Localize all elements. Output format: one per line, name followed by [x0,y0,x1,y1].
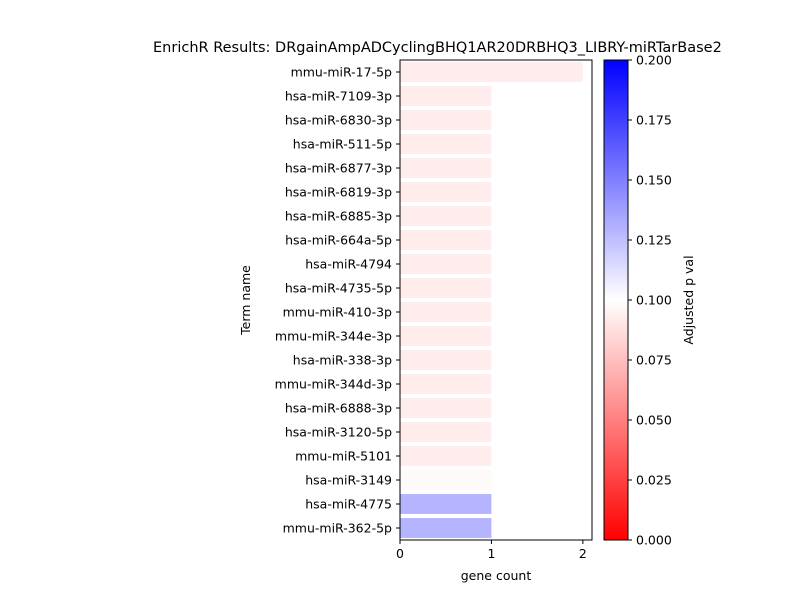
colorbar-ticks: 0.000 0.025 0.050 0.075 0.100 0.125 0.150 0.175… [628,53,672,548]
y-tick-label: hsa-miR-6819-3p [285,185,392,200]
bar-mmu-miR-344e-3p [400,326,492,346]
bar-mmu-miR-344d-3p [400,374,492,394]
bar-hsa-miR-6819-3p [400,182,492,202]
colorbar-tick-label: 0.200 [636,53,672,68]
y-tick-label: hsa-miR-6830-3p [285,113,392,128]
x-axis: 0 1 2 [396,540,587,561]
colorbar-tick-label: 0.175 [636,113,672,128]
plot-frame [399,59,593,541]
colorbar-label: Adjusted p val [681,255,696,344]
y-tick-label: hsa-miR-4735-5p [285,281,392,296]
colorbar-tick-label: 0.150 [636,173,672,188]
x-tick-label: 2 [579,546,587,561]
chart-title: EnrichR Results: DRgainAmpADCyclingBHQ1A… [153,40,722,56]
y-tick-label: hsa-miR-4775 [305,497,392,512]
colorbar-tick-label: 0.100 [636,293,672,308]
bar-hsa-miR-511-5p [400,134,492,154]
colorbar-tick-label: 0.050 [636,413,672,428]
bar-mmu-miR-5101 [400,446,492,466]
y-tick-label: hsa-miR-338-3p [293,353,392,368]
colorbar-tick-label: 0.075 [636,353,672,368]
y-tick-label: hsa-miR-3120-5p [285,425,392,440]
y-tick-label: hsa-miR-3149 [305,473,392,488]
x-axis-label: gene count [461,568,532,583]
y-tick-label: mmu-miR-344e-3p [275,329,392,344]
y-tick-label: hsa-miR-511-5p [293,137,392,152]
y-tick-label: mmu-miR-5101 [295,449,392,464]
y-tick-label: hsa-miR-4794 [305,257,392,272]
y-tick-label: mmu-miR-410-3p [283,305,392,320]
bar-hsa-miR-3149 [400,470,492,490]
bar-hsa-miR-4775 [400,494,492,514]
y-tick-label: mmu-miR-17-5p [291,65,392,80]
y-tick-labels: mmu-miR-17-5p hsa-miR-7109-3p hsa-miR-6830… [275,65,400,536]
bar-hsa-miR-3120-5p [400,422,492,442]
y-axis-label: Term name [238,265,253,336]
bar-mmu-miR-410-3p [400,302,492,322]
bar-hsa-miR-6830-3p [400,110,492,130]
bar-hsa-miR-6877-3p [400,158,492,178]
colorbar: 0.000 0.025 0.050 0.075 0.100 0.125 0.150 0.175… [603,53,696,548]
bar-hsa-miR-338-3p [400,350,492,370]
y-tick-label: mmu-miR-362-5p [283,521,392,536]
y-tick-label: hsa-miR-7109-3p [285,89,392,104]
bars-group [400,62,583,538]
bar-hsa-miR-664a-5p [400,230,492,250]
bar-hsa-miR-6885-3p [400,206,492,226]
y-tick-label: hsa-miR-6888-3p [285,401,392,416]
y-tick-label: hsa-miR-6885-3p [285,209,392,224]
bar-hsa-miR-4794 [400,254,492,274]
colorbar-tick-label: 0.125 [636,233,672,248]
bar-hsa-miR-7109-3p [400,86,492,106]
bar-mmu-miR-17-5p [400,62,583,82]
bar-hsa-miR-4735-5p [400,278,492,298]
bar-hsa-miR-6888-3p [400,398,492,418]
colorbar-tick-label: 0.025 [636,473,672,488]
bar-mmu-miR-362-5p [400,518,492,538]
y-tick-label: hsa-miR-664a-5p [285,233,392,248]
colorbar-gradient [603,59,629,541]
x-tick-label: 0 [396,546,404,561]
colorbar-tick-label: 0.000 [636,533,672,548]
y-tick-label: hsa-miR-6877-3p [285,161,392,176]
y-tick-label: mmu-miR-344d-3p [275,377,392,392]
x-tick-label: 1 [487,546,495,561]
